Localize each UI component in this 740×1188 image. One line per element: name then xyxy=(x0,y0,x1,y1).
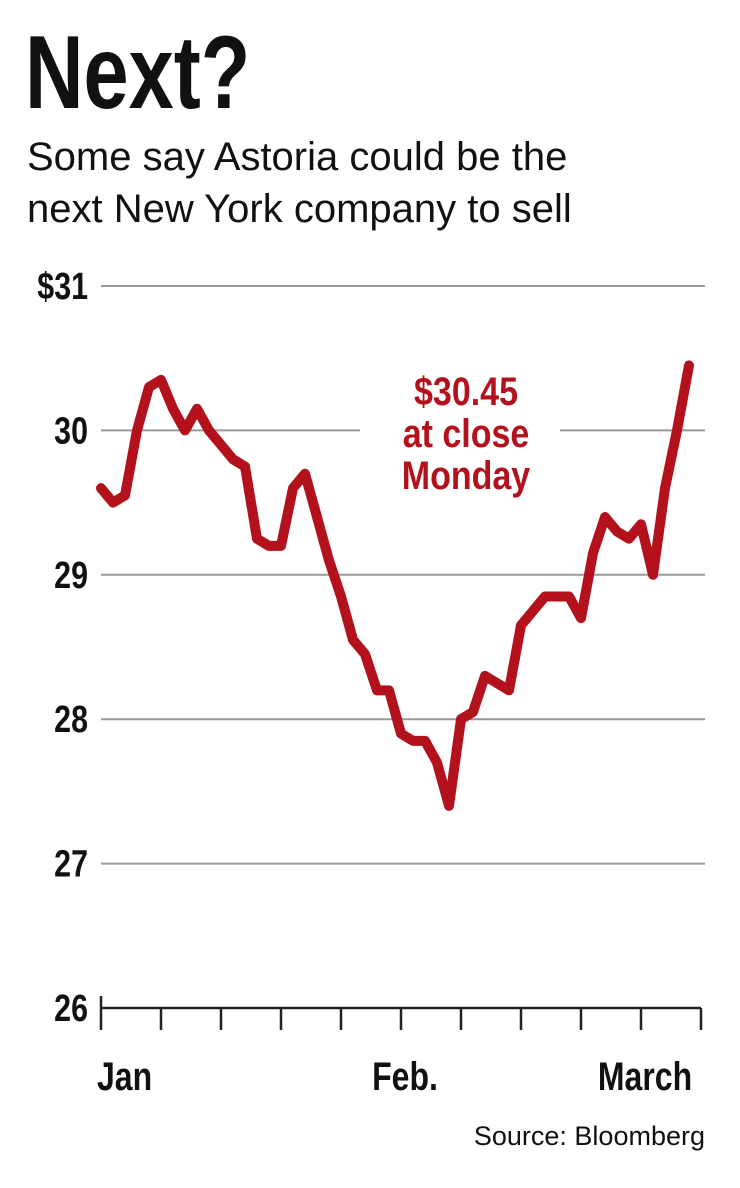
x-tick-label: March xyxy=(598,1054,692,1099)
annotation-group: $30.45 xyxy=(414,368,518,413)
x-tick-label: Jan xyxy=(97,1054,152,1099)
y-tick-label-group: 29 xyxy=(54,555,88,597)
x-tick-label-group: Feb. xyxy=(372,1054,438,1099)
price-line xyxy=(96,360,694,811)
y-tick-label-group: $31 xyxy=(37,266,88,308)
y-tick-label: 30 xyxy=(54,410,88,452)
annotation: at close xyxy=(403,410,530,455)
y-tick-label: $31 xyxy=(37,266,88,308)
y-tick-label-group: 27 xyxy=(54,843,88,885)
x-tick-label-group: March xyxy=(598,1054,692,1099)
annotation-bg xyxy=(360,365,560,505)
chart-title: Next? xyxy=(25,14,250,130)
y-tick-label-group: 28 xyxy=(54,699,88,741)
subtitle: next New York company to sell xyxy=(27,187,572,231)
annotation: Monday xyxy=(402,452,531,497)
x-tick-label-group: Jan xyxy=(97,1054,152,1099)
x-tick-label: Feb. xyxy=(372,1054,438,1099)
source: Source: Bloomberg xyxy=(474,1121,705,1151)
y-tick-label: 28 xyxy=(54,699,88,741)
y-tick-label: 26 xyxy=(54,988,88,1030)
annotation-group: at close xyxy=(403,410,530,455)
y-tick-label-group: 26 xyxy=(54,988,88,1030)
y-tick-label: 29 xyxy=(54,555,88,597)
annotation-group: Monday xyxy=(402,452,531,497)
y-tick-label: 27 xyxy=(54,843,88,885)
subtitle: Some say Astoria could be the xyxy=(27,135,567,179)
y-tick-label-group: 30 xyxy=(54,410,88,452)
annotation: $30.45 xyxy=(414,368,518,413)
